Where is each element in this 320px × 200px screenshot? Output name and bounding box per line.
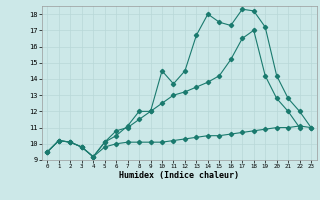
X-axis label: Humidex (Indice chaleur): Humidex (Indice chaleur)	[119, 171, 239, 180]
